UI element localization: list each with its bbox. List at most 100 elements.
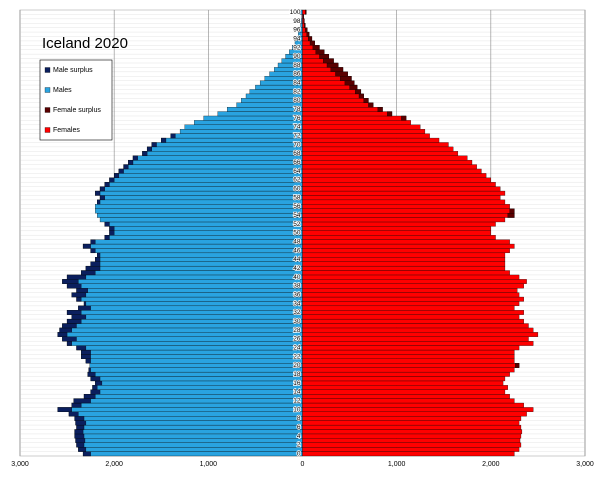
bar <box>302 363 520 368</box>
bar <box>302 217 506 223</box>
bar <box>104 221 303 227</box>
bar <box>302 98 369 103</box>
bar <box>302 438 521 443</box>
bar <box>302 411 527 417</box>
bar <box>302 159 473 165</box>
surplus-bar <box>349 84 358 90</box>
bar <box>87 371 303 377</box>
surplus-bar <box>66 341 72 346</box>
bar <box>97 212 303 218</box>
bar <box>302 199 506 205</box>
bar <box>95 190 303 196</box>
bar <box>109 226 303 231</box>
bar <box>302 190 506 196</box>
y-tick-label: 32 <box>293 309 301 316</box>
surplus-bar <box>95 380 103 386</box>
bar <box>302 133 430 139</box>
bar <box>82 243 303 249</box>
x-tick-label: 2,000 <box>482 461 500 468</box>
surplus-bar <box>109 226 115 231</box>
bar <box>66 341 303 346</box>
surplus-bar <box>303 18 305 24</box>
surplus-bar <box>82 243 91 249</box>
y-tick-label: 60 <box>293 186 301 193</box>
bar <box>302 318 524 324</box>
surplus-bar <box>75 420 87 426</box>
bar <box>76 345 303 351</box>
bar <box>302 270 510 276</box>
surplus-bar <box>128 159 134 165</box>
surplus-bar <box>92 385 98 390</box>
bar <box>90 248 303 254</box>
bar <box>302 168 482 174</box>
surplus-bar <box>90 376 101 382</box>
bar <box>302 137 440 143</box>
surplus-bar <box>82 451 91 457</box>
bar <box>302 248 510 254</box>
surplus-bar <box>114 173 120 178</box>
bar <box>83 301 303 307</box>
bar <box>90 389 303 395</box>
y-tick-label: 88 <box>293 62 301 69</box>
y-tick-label: 98 <box>293 18 301 25</box>
surplus-bar <box>76 345 87 351</box>
bar <box>302 385 508 390</box>
bar <box>302 102 374 108</box>
bar <box>66 318 303 324</box>
bar <box>300 23 303 28</box>
legend-swatch <box>44 107 51 113</box>
y-tick-label: 16 <box>293 380 301 387</box>
surplus-bar <box>355 89 362 95</box>
surplus-bar <box>57 407 72 412</box>
bar <box>118 168 303 174</box>
bar <box>76 424 303 430</box>
bar <box>302 288 518 293</box>
surplus-bar <box>509 208 515 214</box>
bar <box>302 398 515 404</box>
surplus-bar <box>97 199 101 205</box>
bar <box>95 204 303 209</box>
bar <box>302 93 364 99</box>
surplus-bar <box>88 367 91 373</box>
surplus-bar <box>66 283 82 289</box>
surplus-bar <box>90 248 96 254</box>
bar <box>302 394 510 399</box>
bar <box>302 367 515 373</box>
bar <box>203 115 303 121</box>
bar <box>302 261 506 267</box>
bar <box>62 336 303 342</box>
surplus-bar <box>74 433 85 439</box>
bar <box>95 380 303 386</box>
bar <box>302 345 520 351</box>
bar <box>302 407 534 412</box>
bar <box>302 341 534 346</box>
bar <box>302 265 506 271</box>
bar <box>302 310 524 315</box>
surplus-bar <box>363 98 369 103</box>
surplus-bar <box>73 398 91 404</box>
surplus-bar <box>90 389 101 395</box>
surplus-bar <box>76 296 82 302</box>
y-tick-label: 68 <box>293 150 301 157</box>
bar <box>57 332 303 337</box>
legend-label: Female surplus <box>53 107 101 114</box>
bar <box>81 270 303 276</box>
y-tick-label: 78 <box>293 106 301 113</box>
bar <box>302 332 539 337</box>
bar <box>92 385 303 390</box>
bar <box>302 283 524 289</box>
surplus-bar <box>170 133 176 139</box>
bar <box>57 407 303 412</box>
y-tick-label: 14 <box>293 389 301 396</box>
y-tick-label: 80 <box>293 97 301 104</box>
bar <box>66 274 303 280</box>
y-tick-label: 24 <box>293 345 301 352</box>
bar <box>83 394 303 399</box>
surplus-bar <box>57 332 68 337</box>
y-tick-label: 74 <box>293 124 301 131</box>
bar <box>161 137 303 143</box>
y-tick-label: 58 <box>293 194 301 201</box>
surplus-bar <box>307 36 313 42</box>
bar <box>302 433 522 439</box>
x-tick-label: 1,000 <box>200 461 218 468</box>
